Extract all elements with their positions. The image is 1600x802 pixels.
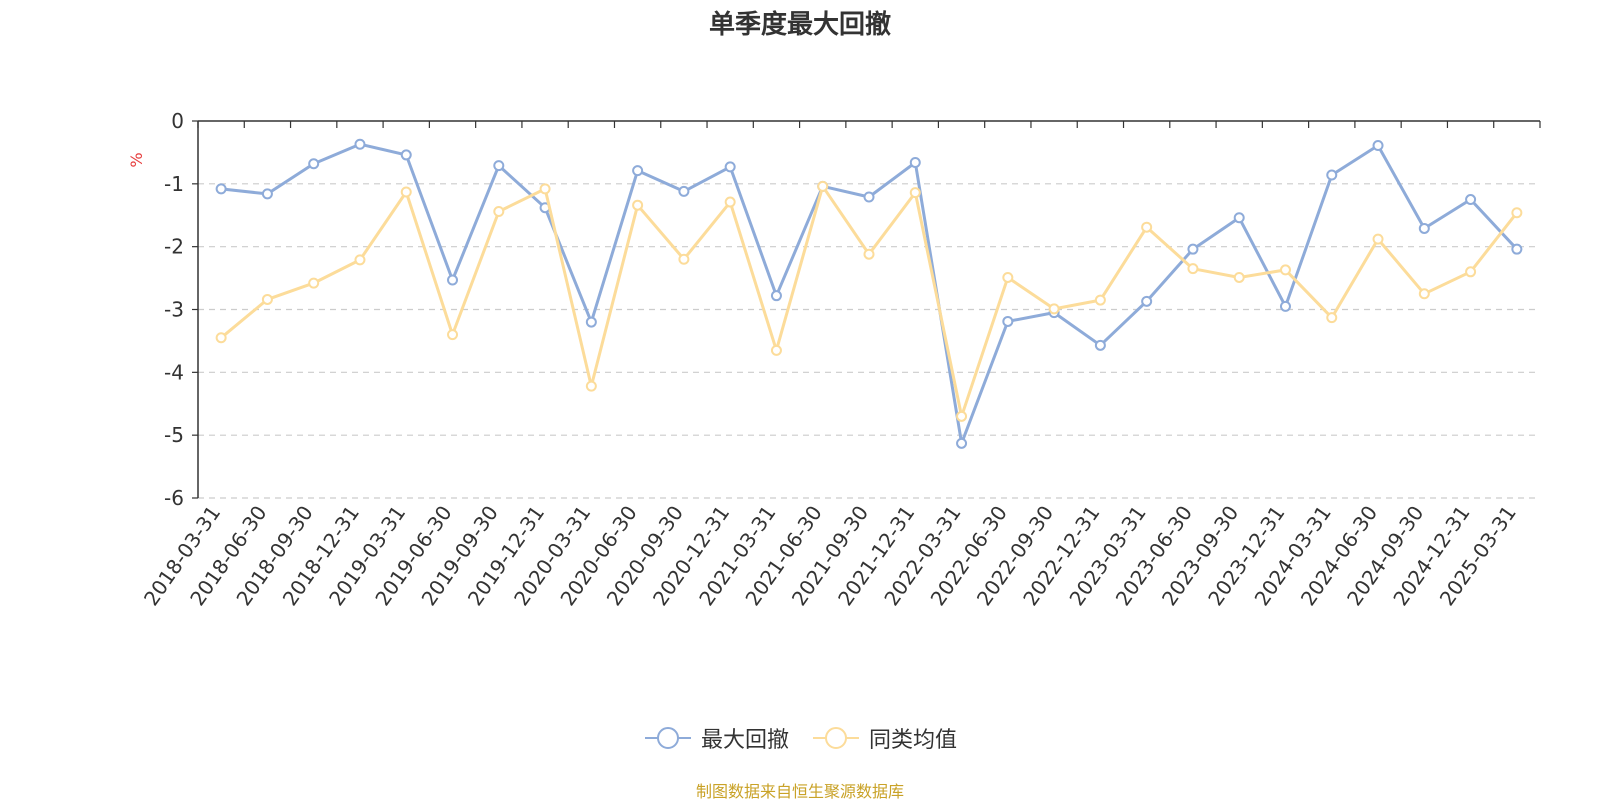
data-point xyxy=(1094,339,1106,351)
data-point xyxy=(261,188,273,200)
data-point xyxy=(1418,222,1430,234)
data-point xyxy=(215,183,227,195)
data-point xyxy=(215,332,227,344)
data-point xyxy=(308,158,320,170)
data-point xyxy=(1141,221,1153,233)
series-line-1 xyxy=(220,184,1519,418)
y-axis-unit-label: % xyxy=(127,152,146,167)
y-tick-label: 0 xyxy=(171,109,184,133)
data-point xyxy=(909,156,921,168)
data-point xyxy=(354,138,366,150)
data-point xyxy=(956,437,968,449)
data-point xyxy=(1002,315,1014,327)
data-point xyxy=(1326,312,1338,324)
data-point xyxy=(400,149,412,161)
data-point xyxy=(724,196,736,208)
data-point xyxy=(493,160,505,172)
data-point xyxy=(909,187,921,199)
data-point xyxy=(585,380,597,392)
data-point xyxy=(956,410,968,422)
data-point xyxy=(1141,295,1153,307)
y-tick-label: -1 xyxy=(164,172,184,196)
data-point xyxy=(1511,243,1523,255)
grid-lines xyxy=(198,183,1540,499)
data-point xyxy=(770,344,782,356)
data-point xyxy=(1094,294,1106,306)
data-point xyxy=(400,186,412,198)
data-point xyxy=(1233,212,1245,224)
legend-marker-icon xyxy=(813,727,859,749)
data-point xyxy=(1233,271,1245,283)
data-point xyxy=(1465,266,1477,278)
legend-item-series-1[interactable]: 同类均值 xyxy=(811,722,957,754)
data-point xyxy=(539,183,551,195)
data-point xyxy=(493,205,505,217)
data-point xyxy=(678,185,690,197)
y-tick-label: -3 xyxy=(164,298,184,322)
data-point xyxy=(1326,169,1338,181)
data-point xyxy=(817,180,829,192)
y-tick-label: -2 xyxy=(164,235,184,259)
y-tick-label: -4 xyxy=(164,360,184,384)
data-point xyxy=(678,253,690,265)
data-point xyxy=(1002,271,1014,283)
data-point xyxy=(1187,243,1199,255)
data-point xyxy=(1048,303,1060,315)
data-point xyxy=(1465,194,1477,206)
legend-item-series-0[interactable]: 最大回撤 xyxy=(643,722,789,754)
source-note: 制图数据来自恒生聚源数据库 xyxy=(695,782,904,801)
data-point xyxy=(1418,288,1430,300)
legend-label: 同类均值 xyxy=(869,728,958,753)
data-point xyxy=(770,290,782,302)
data-point xyxy=(1511,207,1523,219)
y-tick-label: -6 xyxy=(164,486,184,510)
series-line-0 xyxy=(220,142,1518,445)
data-point xyxy=(585,316,597,328)
data-point xyxy=(863,248,875,260)
data-point xyxy=(632,199,644,211)
data-point xyxy=(863,191,875,203)
data-point xyxy=(308,277,320,289)
data-point xyxy=(447,329,459,341)
legend: 最大回撤 同类均值 xyxy=(0,722,1600,754)
data-point xyxy=(354,254,366,266)
data-point xyxy=(261,293,273,305)
data-point xyxy=(724,161,736,173)
y-tick-label: -5 xyxy=(164,423,184,447)
data-point xyxy=(1187,263,1199,275)
data-point xyxy=(632,165,644,177)
legend-label: 最大回撤 xyxy=(700,728,789,753)
chart-title: 单季度最大回撤 xyxy=(708,10,891,40)
data-point xyxy=(1372,233,1384,245)
legend-marker-icon xyxy=(644,727,691,749)
data-point xyxy=(1279,300,1291,312)
data-point xyxy=(1372,140,1384,152)
data-point xyxy=(447,274,459,286)
data-point xyxy=(1279,264,1291,276)
series-layer xyxy=(215,138,1523,449)
